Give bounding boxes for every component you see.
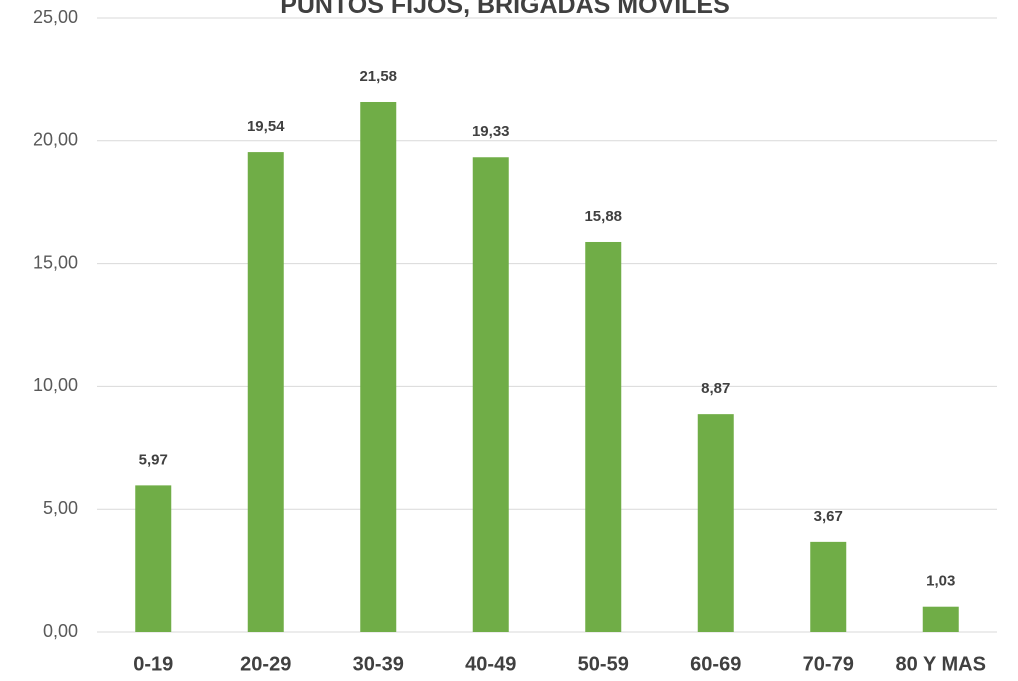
y-tick-label: 20,00: [33, 130, 78, 150]
y-tick-label: 5,00: [43, 498, 78, 518]
x-tick-label: 0-19: [133, 653, 173, 675]
bar: [472, 157, 509, 633]
value-label: 1,03: [926, 573, 955, 590]
value-label: 21,58: [359, 68, 397, 85]
y-tick-label: 25,00: [33, 7, 78, 27]
bar: [585, 241, 622, 633]
value-label: 8,87: [701, 380, 730, 397]
x-tick-label: 80 Y MAS: [896, 653, 986, 675]
value-label: 5,97: [139, 451, 168, 468]
x-tick-label: 20-29: [240, 653, 291, 675]
bar: [810, 541, 847, 632]
bar: [922, 606, 959, 632]
x-tick-label: 50-59: [578, 653, 629, 675]
chart-title: PUNTOS FIJOS, BRIGADAS MOVILES: [280, 0, 730, 19]
x-tick-label: 40-49: [465, 653, 516, 675]
y-tick-label: 0,00: [43, 621, 78, 641]
y-tick-label: 15,00: [33, 252, 78, 272]
bar: [360, 101, 397, 633]
value-label: 19,54: [247, 118, 285, 135]
bar: [135, 485, 172, 632]
x-tick-label: 30-39: [353, 653, 404, 675]
bar: [697, 414, 734, 632]
x-tick-label: 70-79: [803, 653, 854, 675]
value-label: 15,88: [584, 208, 622, 225]
y-tick-label: 10,00: [33, 375, 78, 395]
value-label: 19,33: [472, 123, 510, 140]
bar: [247, 152, 284, 632]
x-tick-label: 60-69: [690, 653, 741, 675]
value-label: 3,67: [814, 508, 843, 525]
